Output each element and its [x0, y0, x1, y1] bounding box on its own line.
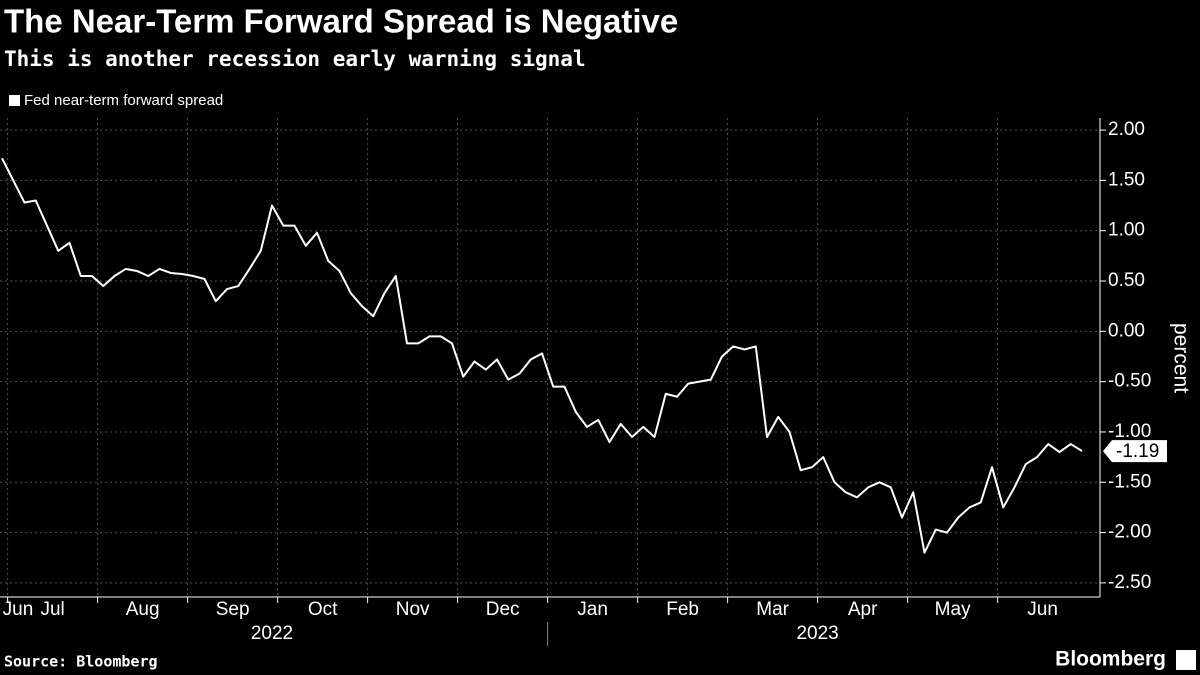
- y-tick-label: 1.50: [1108, 169, 1145, 190]
- y-tick-label: 2.00: [1108, 119, 1145, 140]
- x-tick-label: Feb: [666, 599, 699, 620]
- x-tick-label: Jun: [1027, 599, 1058, 620]
- brand-icon: [1176, 650, 1196, 670]
- x-tick-label: Jul: [40, 599, 64, 620]
- y-tick-label: -2.00: [1108, 522, 1151, 543]
- brand: Bloomberg: [1055, 648, 1166, 671]
- x-tick-label: Aug: [126, 599, 160, 620]
- y-tick-label: -2.50: [1108, 572, 1151, 593]
- last-value-label: -1.19: [1116, 441, 1159, 462]
- x-tick-label: Dec: [486, 599, 520, 620]
- x-tick-label: May: [935, 599, 971, 620]
- legend-label: Fed near-term forward spread: [24, 92, 223, 109]
- x-tick-label: Mar: [756, 599, 789, 620]
- x-tick-label: Jun: [3, 599, 34, 620]
- y-tick-label: 1.00: [1108, 220, 1145, 241]
- x-group-label: 2023: [796, 623, 838, 644]
- y-tick-label: 0.50: [1108, 270, 1145, 291]
- x-tick-label: Sep: [216, 599, 250, 620]
- source: Source: Bloomberg: [4, 653, 158, 671]
- x-tick-label: Apr: [848, 599, 878, 620]
- y-tick-label: -0.50: [1108, 371, 1151, 392]
- x-group-label: 2022: [251, 623, 293, 644]
- last-value-tag: [1103, 440, 1167, 463]
- y-axis-label: percent: [1169, 323, 1192, 393]
- x-tick-label: Nov: [396, 599, 430, 620]
- line: [1, 157, 1083, 554]
- chart-title: The Near-Term Forward Spread is Negative: [4, 3, 678, 40]
- y-tick-label: -1.50: [1108, 471, 1151, 492]
- x-tick-label: Oct: [308, 599, 338, 620]
- x-tick-label: Jan: [577, 599, 608, 620]
- y-tick-label: 0.00: [1108, 320, 1145, 341]
- legend-swatch: [9, 95, 20, 106]
- y-tick-label: -1.00: [1108, 421, 1151, 442]
- chart-subtitle: This is another recession early warning …: [4, 47, 586, 71]
